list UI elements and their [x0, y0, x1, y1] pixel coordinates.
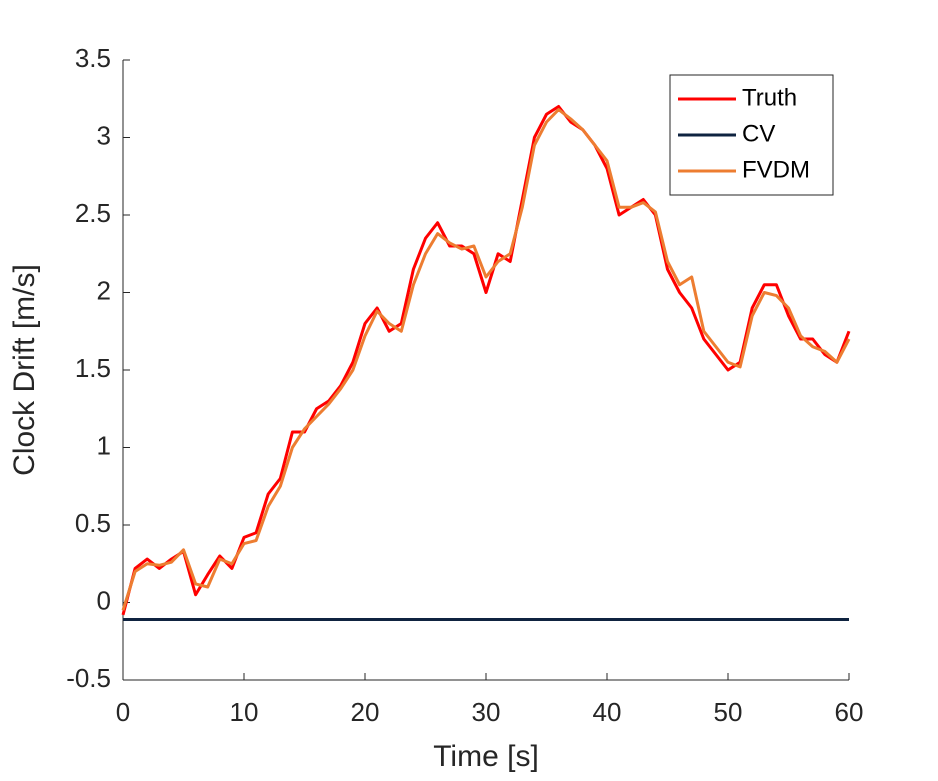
- x-tick-label: 10: [230, 697, 259, 727]
- y-tick-label: 0: [97, 585, 111, 615]
- legend-label: CV: [742, 120, 775, 147]
- series-line: [121, 105, 851, 616]
- x-tick-label: 20: [351, 697, 380, 727]
- y-tick-label: 3.5: [75, 43, 111, 73]
- x-tick-label: 30: [472, 697, 501, 727]
- y-tick-label: 2.5: [75, 198, 111, 228]
- series-line: [121, 108, 851, 611]
- x-tick-label: 60: [835, 697, 864, 727]
- legend-label: FVDM: [742, 156, 810, 183]
- x-tick-label: 40: [593, 697, 622, 727]
- y-axis-label: Clock Drift [m/s]: [8, 264, 41, 476]
- y-tick-label: 0.5: [75, 508, 111, 538]
- y-tick-label: 2: [97, 275, 111, 305]
- y-tick-label: 3: [97, 120, 111, 150]
- y-tick-label: -0.5: [66, 663, 111, 693]
- x-tick-label: 0: [116, 697, 130, 727]
- x-axis-label: Time [s]: [433, 740, 539, 773]
- y-tick-label: 1.5: [75, 353, 111, 383]
- y-tick-label: 1: [97, 430, 111, 460]
- legend-label: Truth: [742, 84, 797, 111]
- legend: Truth CV FVDM: [669, 74, 834, 196]
- x-tick-label: 50: [714, 697, 743, 727]
